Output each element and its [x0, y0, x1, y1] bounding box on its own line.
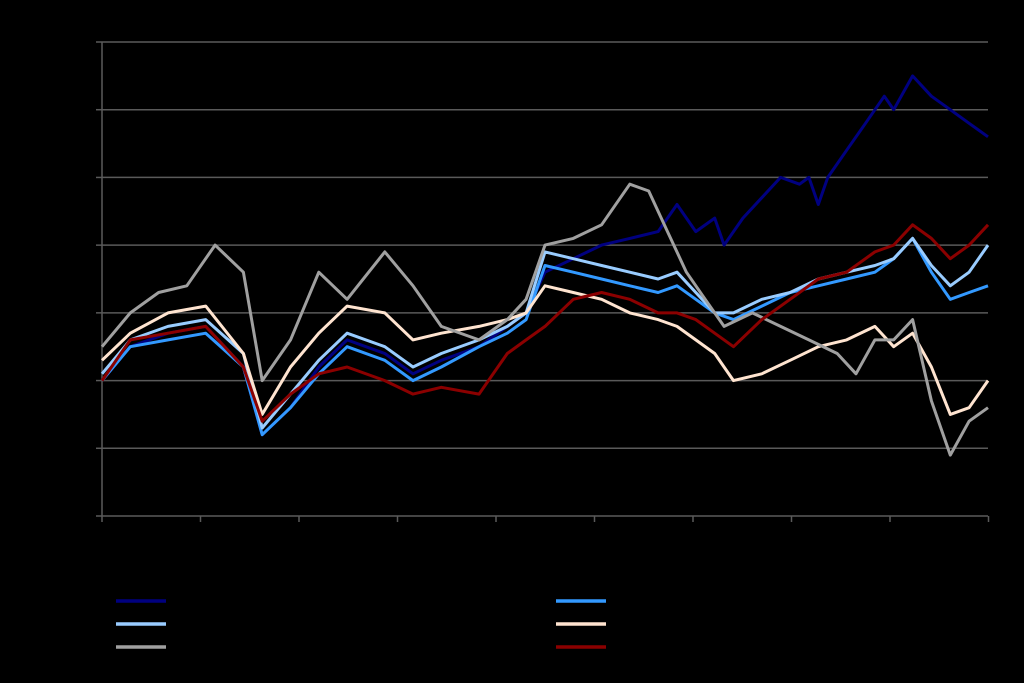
legend-label: Japan	[173, 615, 225, 636]
legend-label: Europa	[613, 592, 675, 613]
legend-item: Kina	[116, 638, 211, 659]
legend: USA, SEK Europa Japan Tillväxtmarknader Kina…	[116, 592, 763, 659]
x-tick-label: 2	[244, 536, 255, 557]
x-tick-label: 4	[441, 536, 452, 557]
x-tick-label: 6	[638, 536, 649, 557]
y-tick-label: 5%	[53, 304, 81, 325]
series-line-sverige	[100, 223, 990, 423]
series-lines	[100, 74, 990, 457]
y-tick-label: 20%	[42, 101, 80, 122]
y-tick-label: -10%	[36, 507, 80, 528]
y-tick-label: -5%	[46, 439, 80, 460]
legend-label: USA, SEK	[173, 592, 261, 613]
series-line-europa	[100, 236, 989, 437]
legend-label: Sverige	[613, 638, 677, 659]
y-tick-label: 25%	[42, 33, 80, 54]
legend-item: Sverige	[556, 638, 677, 659]
y-axis-ticks: 25% 20% 15% 10% 5% 0% -5% -10%	[36, 33, 102, 528]
x-axis-title: 2018	[524, 568, 566, 589]
x-tick-label: 5	[540, 536, 551, 557]
legend-item: Europa	[556, 592, 675, 613]
series-line-japan	[100, 236, 990, 430]
series-line-kina	[100, 182, 989, 457]
legend-label: Tillväxtmarknader	[613, 615, 763, 636]
legend-label: Kina	[173, 638, 211, 659]
x-tick-label: 9	[934, 536, 945, 557]
legend-item: Tillväxtmarknader	[556, 615, 763, 636]
series-line-tillv-xtmarknader	[100, 284, 990, 416]
legend-item: Japan	[116, 615, 225, 636]
legend-item: USA, SEK	[116, 592, 261, 613]
x-axis-ticks: 1 2 3 4 5 6 7 8 9	[101, 516, 990, 557]
y-tick-label: 15%	[42, 168, 80, 189]
series-line-usa-sek	[100, 74, 989, 437]
axes	[101, 42, 988, 517]
x-tick-label: 1	[146, 536, 157, 557]
y-tick-label: 0%	[53, 372, 81, 393]
x-tick-label: 3	[343, 536, 354, 557]
x-tick-label: 7	[737, 536, 748, 557]
y-tick-label: 10%	[42, 236, 80, 257]
x-tick-label: 8	[835, 536, 846, 557]
